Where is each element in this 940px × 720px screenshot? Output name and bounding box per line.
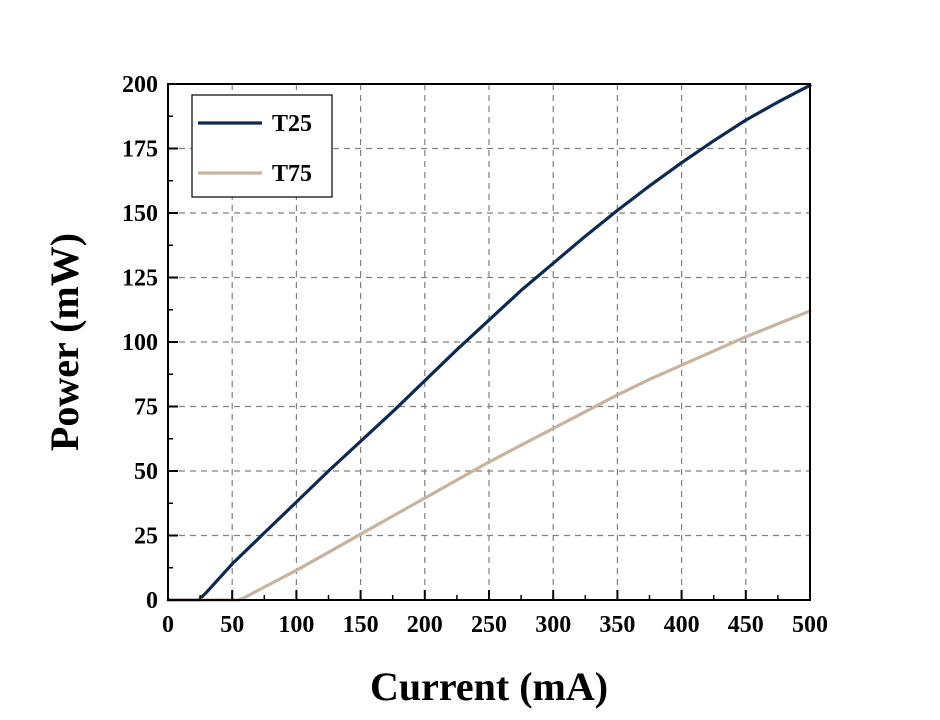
x-tick-label: 100 (278, 612, 314, 638)
y-tick-label: 0 (146, 588, 158, 614)
x-tick-label: 500 (792, 612, 828, 638)
x-tick-label: 250 (471, 612, 507, 638)
x-tick-label: 200 (407, 612, 443, 638)
x-tick-label: 400 (664, 612, 700, 638)
y-tick-label: 175 (122, 137, 158, 163)
tick-labels: 0 50 100 150 200 250 300 350 400 450 500 0 25 50 75 100… (122, 72, 828, 638)
y-tick-label: 75 (134, 395, 158, 421)
series-line-t75 (166, 309, 812, 602)
y-tick-label: 50 (134, 459, 158, 485)
x-tick-label: 300 (535, 612, 571, 638)
grid (168, 84, 810, 600)
axis-ticks (167, 83, 811, 601)
x-tick-label: 0 (162, 612, 174, 638)
x-tick-label: 50 (220, 612, 244, 638)
y-tick-label: 200 (122, 72, 158, 98)
y-tick-label: 25 (134, 524, 158, 550)
x-tick-label: 350 (599, 612, 635, 638)
y-tick-label: 125 (122, 266, 158, 292)
legend: T25 T75 (191, 94, 333, 198)
x-tick-label: 150 (343, 612, 379, 638)
legend-label-t75: T75 (272, 161, 312, 187)
x-axis-title: Current (mA) (370, 664, 608, 709)
legend-box (191, 94, 333, 198)
y-tick-label: 150 (122, 201, 158, 227)
y-tick-label: 100 (122, 330, 158, 356)
x-tick-label: 450 (728, 612, 764, 638)
legend-label-t25: T25 (272, 111, 312, 137)
y-axis-title: Power (mW) (42, 233, 87, 451)
